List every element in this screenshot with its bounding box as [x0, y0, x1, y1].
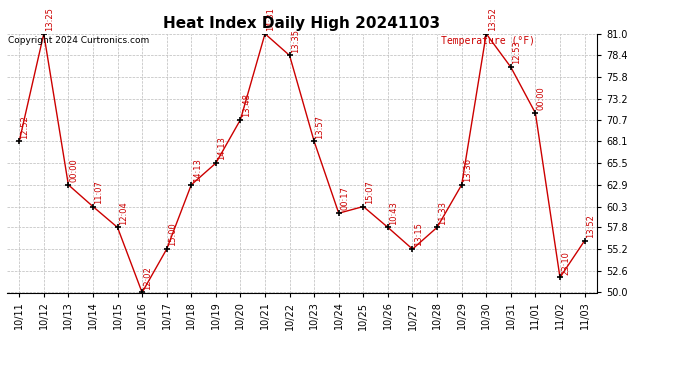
Text: 13:35: 13:35: [291, 28, 300, 53]
Text: 14:31: 14:31: [266, 7, 275, 31]
Text: Temperature (°F): Temperature (°F): [440, 36, 535, 46]
Text: 15:07: 15:07: [365, 180, 374, 204]
Text: Copyright 2024 Curtronics.com: Copyright 2024 Curtronics.com: [8, 36, 149, 45]
Text: 13:52: 13:52: [488, 7, 497, 31]
Text: 14:13: 14:13: [193, 158, 201, 182]
Text: 10:43: 10:43: [389, 201, 398, 225]
Text: 13:15: 13:15: [414, 222, 423, 246]
Text: 12:53: 12:53: [512, 40, 521, 64]
Text: 13:48: 13:48: [241, 93, 250, 117]
Text: 23:10: 23:10: [562, 251, 571, 275]
Text: 00:00: 00:00: [70, 158, 79, 182]
Text: 00:00: 00:00: [537, 87, 546, 110]
Text: 11:33: 11:33: [438, 201, 447, 225]
Text: 13:52: 13:52: [586, 214, 595, 238]
Text: 13:57: 13:57: [315, 115, 324, 139]
Text: 12:52: 12:52: [21, 115, 30, 139]
Text: 14:13: 14:13: [217, 136, 226, 160]
Text: 15:00: 15:00: [168, 223, 177, 246]
Text: 00:17: 00:17: [340, 186, 349, 210]
Text: 12:02: 12:02: [144, 266, 152, 290]
Title: Heat Index Daily High 20241103: Heat Index Daily High 20241103: [164, 16, 440, 31]
Text: 11:07: 11:07: [95, 180, 103, 204]
Text: 13:25: 13:25: [45, 7, 54, 31]
Text: 13:36: 13:36: [463, 158, 472, 182]
Text: 12:04: 12:04: [119, 201, 128, 225]
